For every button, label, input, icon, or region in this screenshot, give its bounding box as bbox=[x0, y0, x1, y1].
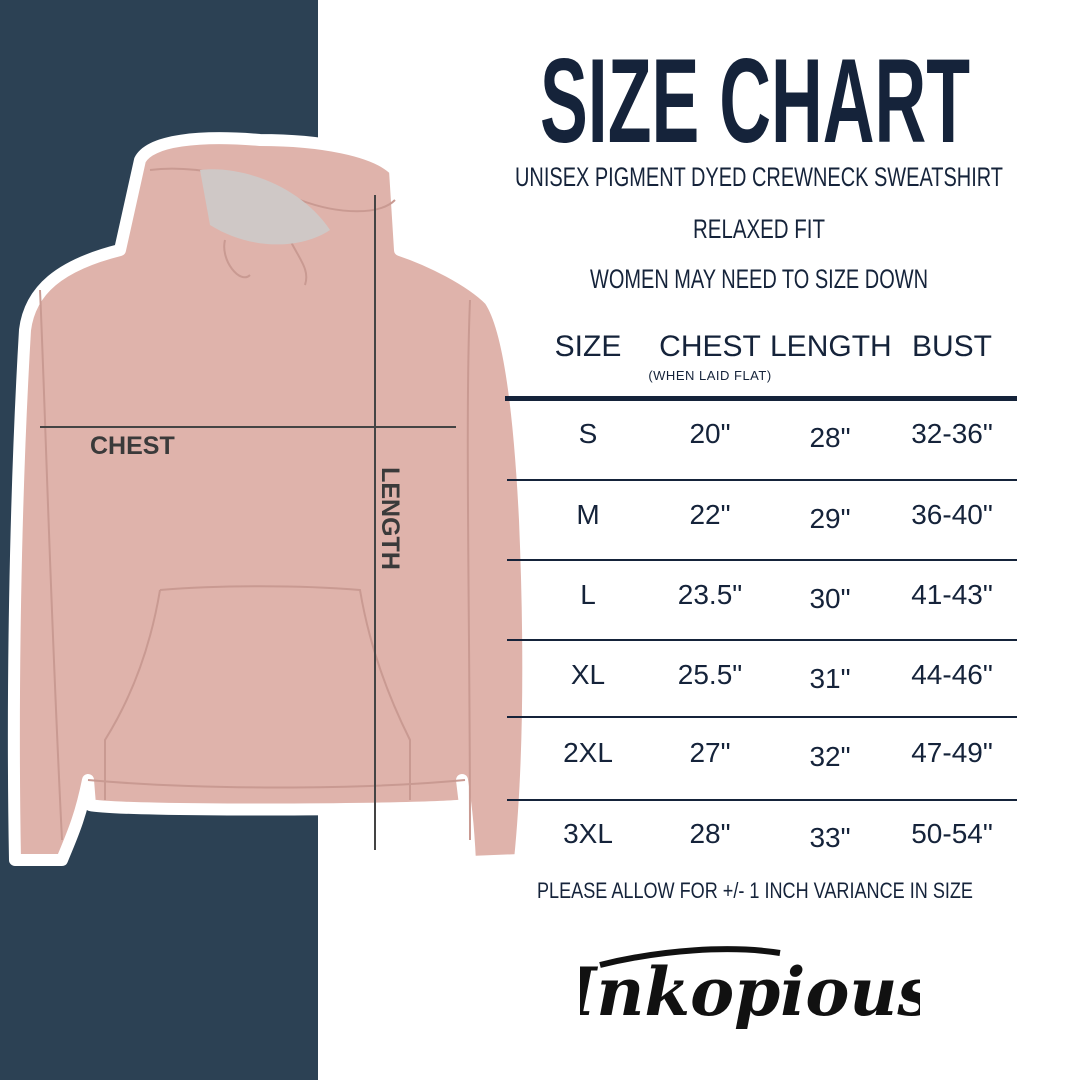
row-divider bbox=[507, 716, 1017, 718]
cell-chest: 25.5" bbox=[677, 659, 743, 690]
cell-length: 28" bbox=[809, 422, 851, 453]
fit-note-text: RELAXED FIT bbox=[693, 214, 825, 244]
header-length: LENGTH bbox=[770, 330, 892, 363]
cell-length: 32" bbox=[809, 741, 851, 772]
table-row: XL 25.5" 31" 44-46" bbox=[505, 659, 1017, 719]
cell-length: 33" bbox=[809, 822, 851, 853]
cell-bust: 36-40" bbox=[911, 499, 993, 530]
chest-note: (WHEN LAID FLAT) bbox=[648, 368, 772, 383]
cell-length: 31" bbox=[809, 663, 851, 694]
cell-length: 29" bbox=[809, 503, 851, 534]
cell-bust: 47-49" bbox=[911, 737, 993, 768]
length-label: LENGTH bbox=[375, 467, 404, 570]
table-row: M 22" 29" 36-40" bbox=[505, 499, 1017, 559]
cell-size: M bbox=[576, 499, 600, 530]
brand-logo-text: Inkopious bbox=[580, 953, 920, 1031]
cell-size: 3XL bbox=[563, 818, 613, 849]
cell-bust: 41-43" bbox=[911, 579, 993, 610]
cell-chest: 27" bbox=[689, 737, 731, 768]
cell-chest: 28" bbox=[689, 818, 731, 849]
cell-chest: 23.5" bbox=[677, 579, 743, 610]
table-row: 2XL 27" 32" 47-49" bbox=[505, 737, 1017, 797]
cell-size: S bbox=[578, 418, 598, 449]
cell-size: XL bbox=[570, 659, 606, 690]
table-row: S 20" 28" 32-36" bbox=[505, 418, 1017, 478]
cell-chest: 22" bbox=[689, 499, 731, 530]
header-bust: BUST bbox=[911, 330, 992, 363]
header-divider bbox=[505, 396, 1017, 401]
row-divider bbox=[507, 559, 1017, 561]
product-name: UNISEX PIGMENT DYED CREWNECK SWEATSHIRT bbox=[515, 162, 1003, 192]
page-title: SIZE CHART bbox=[540, 34, 970, 155]
product-name-text: UNISEX PIGMENT DYED CREWNECK SWEATSHIRT bbox=[515, 162, 1003, 192]
header-size: SIZE bbox=[554, 330, 622, 363]
cell-bust: 32-36" bbox=[911, 418, 993, 449]
row-divider bbox=[507, 479, 1017, 481]
cell-length: 30" bbox=[809, 583, 851, 614]
sizing-advice-text: WOMEN MAY NEED TO SIZE DOWN bbox=[590, 264, 928, 294]
cell-size: L bbox=[580, 579, 596, 610]
table-row: L 23.5" 30" 41-43" bbox=[505, 579, 1017, 639]
chest-label: CHEST bbox=[90, 432, 175, 460]
brand-logo: Inkopious bbox=[580, 946, 920, 1031]
table-row: 3XL 28" 33" 50-54" bbox=[505, 818, 1017, 878]
cell-chest: 20" bbox=[689, 418, 731, 449]
sizing-advice: WOMEN MAY NEED TO SIZE DOWN bbox=[590, 264, 928, 294]
row-divider bbox=[507, 639, 1017, 641]
cell-size: 2XL bbox=[563, 737, 613, 768]
fit-note: RELAXED FIT bbox=[693, 214, 825, 244]
variance-note: PLEASE ALLOW FOR +/- 1 INCH VARIANCE IN … bbox=[537, 878, 973, 903]
cell-bust: 50-54" bbox=[911, 818, 993, 849]
page-title-text: SIZE CHART bbox=[540, 34, 970, 155]
variance-note-text: PLEASE ALLOW FOR +/- 1 INCH VARIANCE IN … bbox=[537, 878, 973, 903]
cell-bust: 44-46" bbox=[911, 659, 993, 690]
row-divider bbox=[507, 799, 1017, 801]
hoodie-image bbox=[7, 132, 535, 868]
header-chest: CHEST bbox=[659, 330, 761, 363]
